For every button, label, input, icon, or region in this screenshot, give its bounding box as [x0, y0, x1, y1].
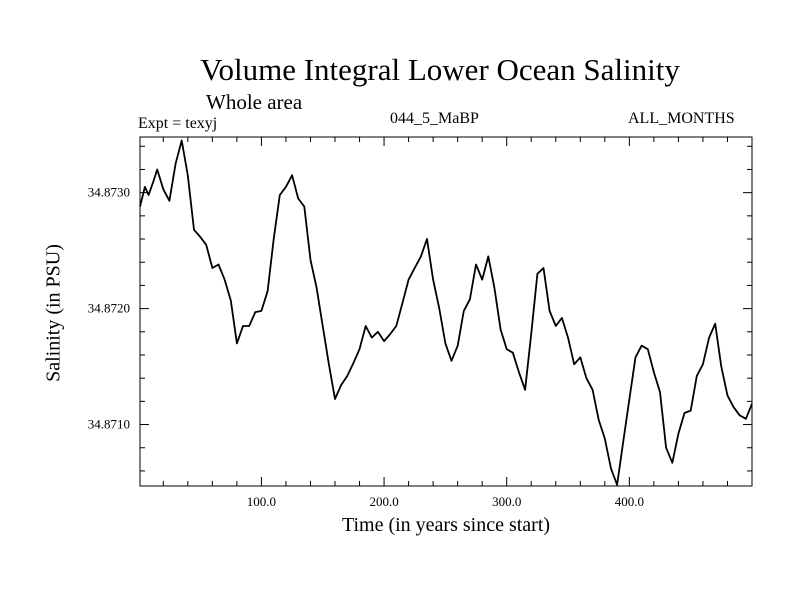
tick-labels: 100.0 200.0 300.0 400.0 34.8710 34.8720 34.873… — [88, 185, 644, 509]
x-tick-label: 400.0 — [615, 494, 644, 509]
axis-ticks — [140, 137, 752, 486]
x-axis-label: Time (in years since start) — [341, 514, 551, 536]
plot-frame — [139, 136, 753, 487]
experiment-label: Expt = texyj — [138, 115, 218, 132]
chart-title: Volume Integral Lower Ocean Salinity — [200, 52, 680, 87]
x-tick-label: 200.0 — [369, 494, 398, 509]
y-tick-label: 34.8720 — [88, 301, 130, 316]
y-tick-label: 34.8730 — [88, 185, 130, 200]
months-label: ALL_MONTHS — [628, 110, 735, 127]
run-id-label: 044_5_MaBP — [390, 110, 479, 127]
chart-subtitle: Whole area — [206, 90, 303, 114]
y-axis-label: Salinity (in PSU) — [42, 244, 65, 382]
y-tick-label: 34.8710 — [88, 417, 130, 432]
salinity-series-line — [139, 139, 753, 486]
x-tick-label: 300.0 — [492, 494, 521, 509]
x-tick-label: 100.0 — [247, 494, 276, 509]
